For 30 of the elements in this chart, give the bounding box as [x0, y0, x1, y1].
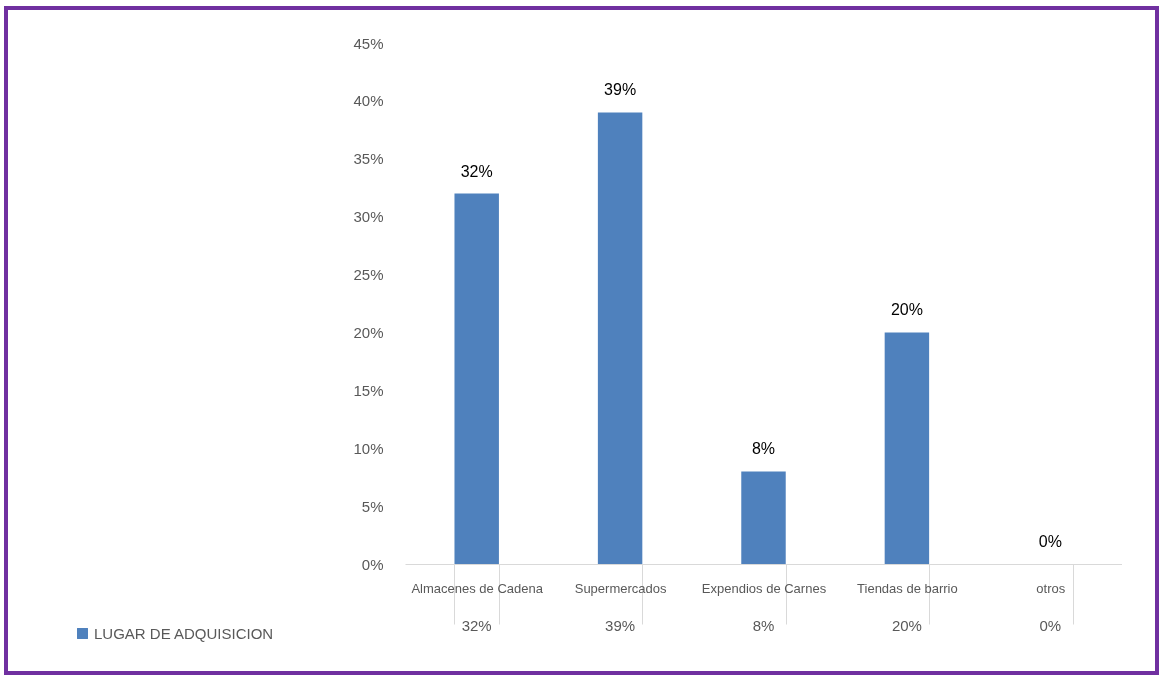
x-tick-label: otros: [1036, 580, 1066, 596]
bar: [884, 332, 930, 564]
y-tick-label: 15%: [353, 381, 384, 399]
x-tick-label: Supermercados: [574, 580, 667, 596]
y-tick-label: 0%: [361, 555, 384, 573]
data-label: 0%: [1039, 617, 1062, 634]
data-label: 32%: [461, 617, 492, 634]
y-tick-label: 30%: [353, 208, 384, 226]
y-tick-label: 20%: [353, 323, 384, 341]
y-tick-label: 35%: [353, 150, 384, 168]
text: 32%: [460, 162, 493, 180]
x-tick-label: Almacenes de Cadena: [411, 580, 544, 596]
bar: [597, 112, 643, 564]
legend-label: LUGAR DE ADQUISICION: [94, 624, 274, 642]
text: 0%: [1038, 533, 1062, 550]
text: 8%: [751, 440, 776, 458]
x-tick-label: Tiendas de barrio: [857, 580, 958, 596]
bar: [741, 471, 786, 564]
data-label: 39%: [605, 617, 636, 634]
text: 39%: [604, 81, 637, 99]
data-label: 20%: [891, 617, 922, 634]
y-tick-label: 5%: [361, 497, 384, 515]
y-tick-label: 10%: [353, 439, 384, 457]
y-tick-label: 40%: [353, 92, 384, 110]
x-tick-label: Expendios de Carnes: [701, 580, 827, 596]
y-tick-label: 25%: [353, 266, 384, 284]
text: 20%: [890, 301, 923, 319]
bar: [454, 193, 499, 564]
y-tick-label: 45%: [353, 34, 384, 52]
data-label: 8%: [752, 617, 775, 634]
